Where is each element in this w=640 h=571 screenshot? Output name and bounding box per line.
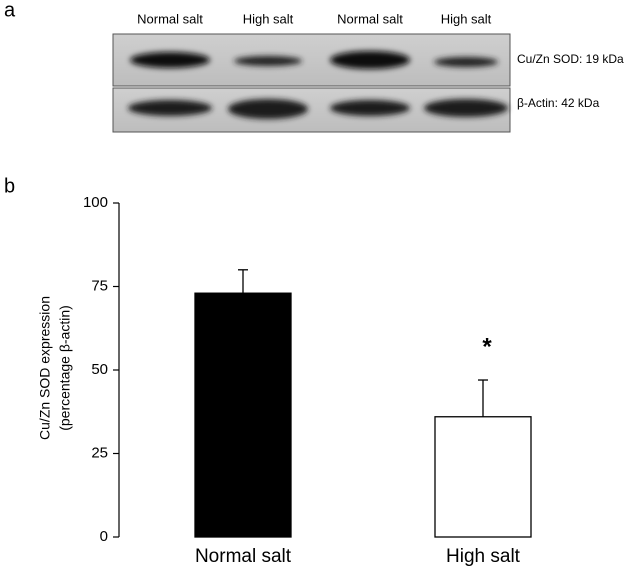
y-tick-label: 0 xyxy=(100,528,108,545)
band xyxy=(228,99,308,119)
y-tick-label: 75 xyxy=(91,277,108,294)
x-tick-label: High salt xyxy=(446,546,521,567)
lane-label: Normal salt xyxy=(137,11,203,26)
band xyxy=(424,99,508,117)
band xyxy=(128,100,212,116)
panel-label: b xyxy=(4,175,15,197)
band-label: β-Actin: 42 kDa xyxy=(517,96,600,110)
significance-label: * xyxy=(482,333,492,360)
bar xyxy=(194,292,292,538)
bands xyxy=(128,51,508,119)
band-label: Cu/Zn SOD: 19 kDa xyxy=(517,52,624,66)
band xyxy=(330,100,410,116)
bar xyxy=(434,416,532,538)
ylabel-box xyxy=(30,250,82,486)
lane-label: Normal salt xyxy=(337,11,403,26)
x-tick-label: Normal salt xyxy=(195,546,292,567)
y-axis-label: Cu/Zn SOD expression xyxy=(37,296,53,440)
y-tick-label: 25 xyxy=(91,444,108,461)
y-tick-label: 50 xyxy=(91,361,108,378)
lane-label: High salt xyxy=(243,11,294,26)
panel-label: a xyxy=(4,0,16,21)
band xyxy=(130,52,210,68)
blot xyxy=(112,33,511,133)
band xyxy=(434,57,498,67)
band xyxy=(330,51,410,69)
y-tick-label: 100 xyxy=(83,194,108,211)
band xyxy=(234,56,302,66)
lane-label: High salt xyxy=(441,11,492,26)
y-axis-label: (percentage β-actin) xyxy=(57,305,73,431)
